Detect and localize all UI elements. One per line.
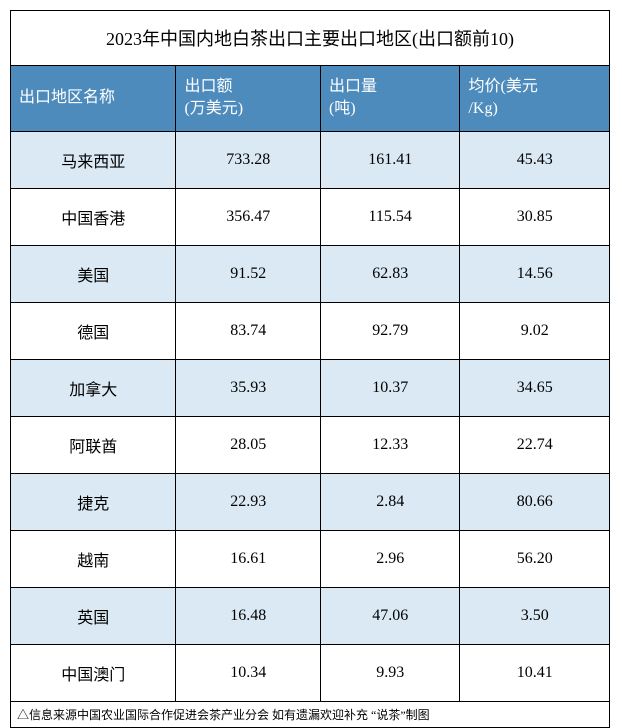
cell-region: 中国香港 xyxy=(11,189,176,245)
cell-avg_price: 30.85 xyxy=(460,189,609,245)
table-row: 中国香港356.47115.5430.85 xyxy=(11,189,609,246)
table-row: 美国91.5262.8314.56 xyxy=(11,246,609,303)
table-row: 中国澳门10.349.9310.41 xyxy=(11,645,609,702)
table-header-row: 出口地区名称 出口额 (万美元) 出口量 (吨) 均价(美元 /Kg) xyxy=(11,66,609,132)
header-label: 出口额 xyxy=(184,76,312,98)
header-label: 出口地区名称 xyxy=(19,87,167,109)
header-label-sub: (吨) xyxy=(329,98,452,120)
cell-export_volume: 47.06 xyxy=(321,588,461,644)
header-label: 出口量 xyxy=(329,76,452,98)
cell-avg_price: 3.50 xyxy=(460,588,609,644)
cell-export_volume: 9.93 xyxy=(321,645,461,701)
header-region: 出口地区名称 xyxy=(11,66,176,131)
table-row: 英国16.4847.063.50 xyxy=(11,588,609,645)
cell-export_value: 356.47 xyxy=(176,189,321,245)
cell-export_value: 10.34 xyxy=(176,645,321,701)
cell-region: 阿联酋 xyxy=(11,417,176,473)
header-export-volume: 出口量 (吨) xyxy=(321,66,461,131)
export-table: 2023年中国内地白茶出口主要出口地区(出口额前10) 出口地区名称 出口额 (… xyxy=(10,10,610,728)
cell-region: 捷克 xyxy=(11,474,176,530)
header-avg-price: 均价(美元 /Kg) xyxy=(460,66,609,131)
cell-avg_price: 14.56 xyxy=(460,246,609,302)
table-footer: △信息来源中国农业国际合作促进会茶产业分会 如有遗漏欢迎补充 “说茶”制图 xyxy=(11,702,609,727)
table-row: 德国83.7492.799.02 xyxy=(11,303,609,360)
cell-export_volume: 62.83 xyxy=(321,246,461,302)
cell-export_value: 83.74 xyxy=(176,303,321,359)
cell-export_value: 22.93 xyxy=(176,474,321,530)
table-row: 加拿大35.9310.3734.65 xyxy=(11,360,609,417)
cell-region: 美国 xyxy=(11,246,176,302)
header-label-sub: /Kg) xyxy=(468,98,601,120)
cell-export_value: 28.05 xyxy=(176,417,321,473)
cell-region: 马来西亚 xyxy=(11,132,176,188)
cell-export_volume: 161.41 xyxy=(321,132,461,188)
cell-avg_price: 22.74 xyxy=(460,417,609,473)
cell-region: 德国 xyxy=(11,303,176,359)
table-row: 捷克22.932.8480.66 xyxy=(11,474,609,531)
header-export-value: 出口额 (万美元) xyxy=(176,66,321,131)
table-row: 阿联酋28.0512.3322.74 xyxy=(11,417,609,474)
cell-region: 英国 xyxy=(11,588,176,644)
cell-export_value: 16.48 xyxy=(176,588,321,644)
table-title: 2023年中国内地白茶出口主要出口地区(出口额前10) xyxy=(11,11,609,66)
cell-region: 加拿大 xyxy=(11,360,176,416)
table-row: 越南16.612.9656.20 xyxy=(11,531,609,588)
header-label-sub: (万美元) xyxy=(184,98,312,120)
table-body: 马来西亚733.28161.4145.43中国香港356.47115.5430.… xyxy=(11,132,609,702)
cell-export_volume: 92.79 xyxy=(321,303,461,359)
cell-region: 中国澳门 xyxy=(11,645,176,701)
cell-avg_price: 45.43 xyxy=(460,132,609,188)
cell-region: 越南 xyxy=(11,531,176,587)
cell-export_volume: 2.84 xyxy=(321,474,461,530)
cell-export_volume: 2.96 xyxy=(321,531,461,587)
cell-avg_price: 10.41 xyxy=(460,645,609,701)
cell-export_volume: 115.54 xyxy=(321,189,461,245)
cell-avg_price: 9.02 xyxy=(460,303,609,359)
header-label: 均价(美元 xyxy=(468,76,601,98)
cell-export_value: 733.28 xyxy=(176,132,321,188)
cell-export_volume: 10.37 xyxy=(321,360,461,416)
cell-avg_price: 56.20 xyxy=(460,531,609,587)
cell-avg_price: 80.66 xyxy=(460,474,609,530)
cell-export_value: 91.52 xyxy=(176,246,321,302)
cell-avg_price: 34.65 xyxy=(460,360,609,416)
cell-export_value: 16.61 xyxy=(176,531,321,587)
table-row: 马来西亚733.28161.4145.43 xyxy=(11,132,609,189)
cell-export_value: 35.93 xyxy=(176,360,321,416)
cell-export_volume: 12.33 xyxy=(321,417,461,473)
